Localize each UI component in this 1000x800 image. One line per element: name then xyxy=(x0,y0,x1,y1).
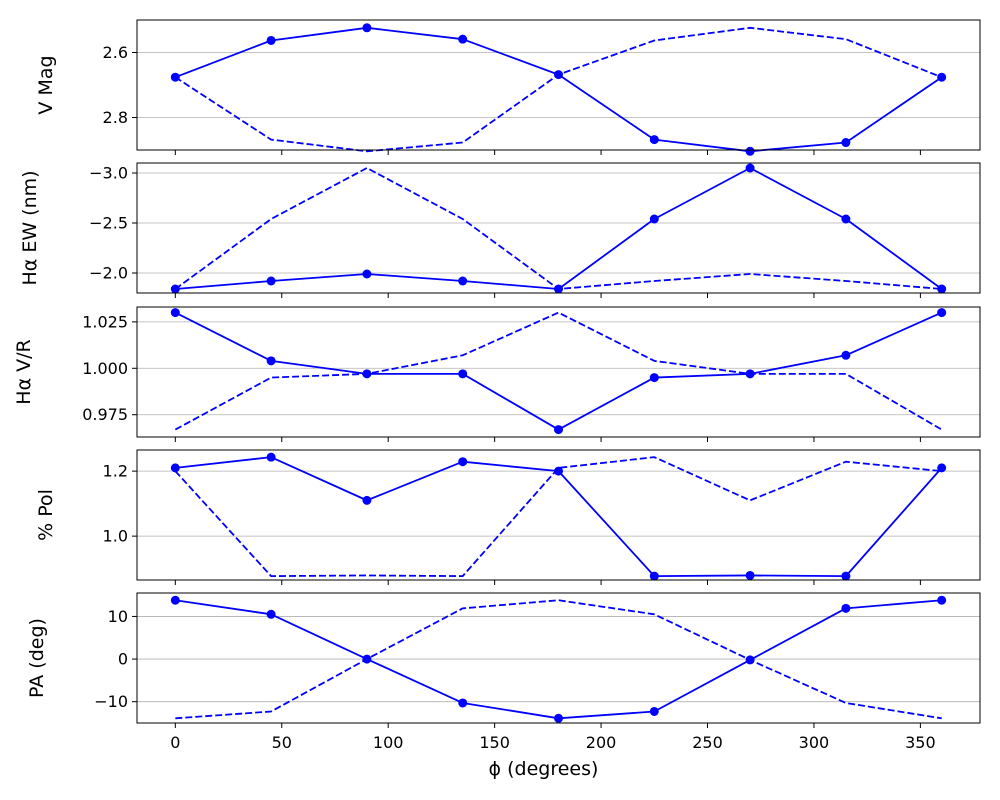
panel-1: 2.6 2.8 V Mag xyxy=(35,19,981,156)
data-point xyxy=(649,706,659,716)
y-tick-label: −2.0 xyxy=(89,264,128,283)
panel-3: 0.975 1.000 1.025 Hα V/R xyxy=(13,306,981,442)
x-tick-label: 50 xyxy=(272,733,292,752)
data-point xyxy=(937,72,947,82)
x-tick-label: 100 xyxy=(373,733,404,752)
y-tick-label: 1.000 xyxy=(82,359,128,378)
data-point xyxy=(937,284,947,294)
data-point xyxy=(266,356,276,366)
x-tick-label: 0 xyxy=(170,733,180,752)
axes-frame xyxy=(136,306,981,438)
dashed-series-line xyxy=(174,311,943,431)
data-point xyxy=(841,214,851,224)
data-point xyxy=(458,276,468,286)
x-tick-label: 250 xyxy=(692,733,723,752)
data-point xyxy=(649,214,659,224)
y-tick-label: 1.2 xyxy=(103,462,128,481)
data-point xyxy=(170,595,180,605)
dashed-series-line xyxy=(175,599,942,720)
axes-frame xyxy=(136,162,981,294)
data-point xyxy=(362,23,372,33)
dashed-series-line xyxy=(174,167,942,290)
y-tick-label: −3.0 xyxy=(89,164,128,183)
data-point xyxy=(649,373,659,383)
y-tick-label: −2.5 xyxy=(89,214,128,233)
panel-4: 1.0 1.2 % Pol xyxy=(35,449,981,585)
data-point xyxy=(841,138,851,148)
axes-frame xyxy=(136,592,981,724)
dashed-series-line xyxy=(174,456,942,577)
data-point xyxy=(841,350,851,360)
y-axis-label: Hα EW (nm) xyxy=(19,170,41,285)
data-point xyxy=(458,457,468,467)
data-point xyxy=(554,425,563,435)
data-point xyxy=(937,308,947,318)
data-point xyxy=(649,135,659,145)
data-point xyxy=(266,452,276,462)
data-point xyxy=(745,570,755,580)
data-point xyxy=(841,603,851,613)
panel-2: −3.0 −2.5 −2.0 Hα EW (nm) xyxy=(19,162,981,298)
y-tick-label: 0.975 xyxy=(82,405,128,424)
x-tick-label: 150 xyxy=(479,733,510,752)
y-tick-label: 2.6 xyxy=(103,43,128,62)
dashed-series-line xyxy=(174,26,943,153)
data-point xyxy=(937,595,947,605)
y-axis-label: V Mag xyxy=(35,55,57,114)
data-point xyxy=(362,269,372,279)
x-tick-label: 300 xyxy=(799,733,830,752)
data-point xyxy=(554,713,563,723)
axes-frame xyxy=(136,449,981,581)
y-tick-label: −10 xyxy=(94,692,128,711)
y-axis-label: Hα V/R xyxy=(13,339,35,404)
y-tick-label: 1.025 xyxy=(82,312,128,331)
solid-series-line xyxy=(175,167,943,290)
y-axis-label: PA (deg) xyxy=(26,618,48,698)
y-axis-label: % Pol xyxy=(35,489,57,541)
data-point xyxy=(841,571,851,581)
data-point xyxy=(458,369,468,379)
data-point xyxy=(362,495,372,505)
data-point xyxy=(170,72,180,82)
data-point xyxy=(554,466,563,476)
y-tick-label: 2.8 xyxy=(103,108,128,127)
data-point xyxy=(266,609,276,619)
x-tick-label: 200 xyxy=(586,733,617,752)
axes-frame xyxy=(136,19,981,151)
data-point xyxy=(458,34,468,44)
data-point xyxy=(458,698,468,708)
data-point xyxy=(170,463,180,473)
y-tick-label: 1.0 xyxy=(103,527,128,546)
data-point xyxy=(745,163,755,173)
solid-series-line xyxy=(174,26,943,153)
data-point xyxy=(266,35,276,45)
data-point xyxy=(266,276,276,286)
y-tick-label: 0 xyxy=(118,650,128,669)
x-tick-label: 350 xyxy=(905,733,936,752)
data-point xyxy=(170,308,180,318)
solid-series-line xyxy=(174,311,943,431)
x-axis-label: ϕ (degrees) xyxy=(489,758,599,780)
y-tick-label: 10 xyxy=(108,607,128,626)
data-point xyxy=(745,146,755,156)
data-point xyxy=(649,571,659,581)
